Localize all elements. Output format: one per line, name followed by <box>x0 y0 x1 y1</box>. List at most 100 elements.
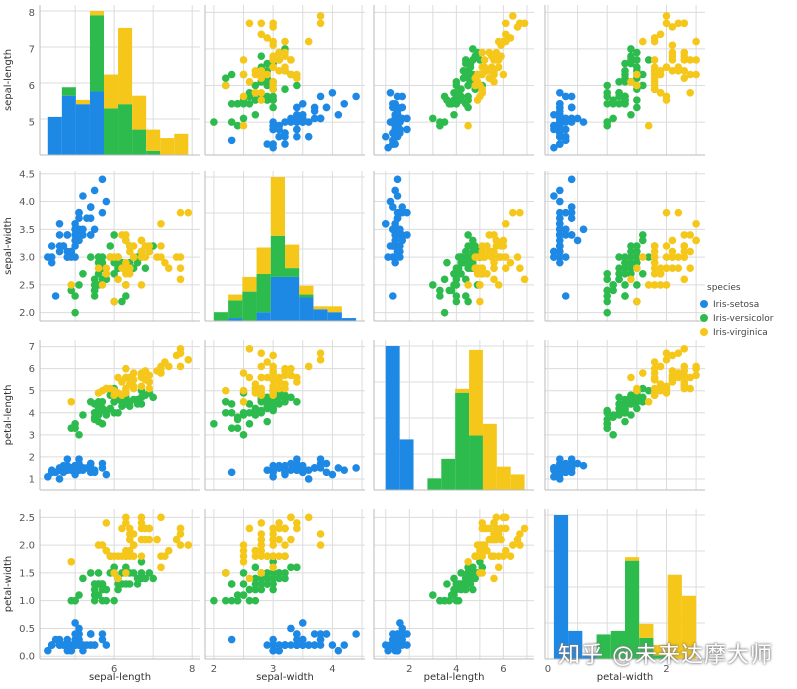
point-iris-virginica <box>492 513 501 522</box>
point-iris-virginica <box>633 297 641 306</box>
point-iris-setosa <box>304 641 313 649</box>
point-iris-virginica <box>275 535 283 544</box>
panel-sepal-length-vs-sepal-length: 5 6 7 8 <box>29 5 200 156</box>
point-iris-versicolor <box>239 408 248 417</box>
point-iris-versicolor <box>615 269 623 278</box>
point-iris-setosa <box>556 107 564 115</box>
point-iris-virginica <box>287 535 295 544</box>
point-iris-versicolor <box>627 110 635 119</box>
point-iris-setosa <box>67 247 76 256</box>
point-iris-setosa <box>352 630 360 638</box>
point-iris-virginica <box>125 552 134 561</box>
point-iris-virginica <box>638 253 647 261</box>
point-iris-setosa <box>561 253 570 261</box>
point-iris-setosa <box>561 125 570 134</box>
point-iris-virginica <box>122 364 130 373</box>
point-iris-versicolor <box>644 56 653 64</box>
point-iris-setosa <box>281 641 289 649</box>
point-iris-virginica <box>656 362 665 371</box>
point-iris-virginica <box>492 56 501 64</box>
y-tick-label: 3.0 <box>19 253 35 264</box>
point-iris-virginica <box>221 81 230 90</box>
point-iris-versicolor <box>454 264 463 273</box>
point-iris-versicolor <box>627 45 635 53</box>
point-iris-setosa <box>71 466 79 474</box>
point-iris-virginica <box>501 253 510 261</box>
point-iris-versicolor <box>129 569 138 577</box>
hist-bar-iris-virginica <box>667 574 682 659</box>
point-iris-setosa <box>55 475 64 483</box>
point-iris-versicolor <box>98 253 107 261</box>
point-iris-versicolor <box>633 96 641 104</box>
hist-bar-iris-virginica <box>75 99 90 105</box>
point-iris-versicolor <box>615 78 623 86</box>
point-iris-virginica <box>316 19 325 28</box>
x-axis-label-sepal-width: sepal-width <box>256 672 314 683</box>
point-iris-virginica <box>520 524 529 533</box>
point-iris-virginica <box>668 253 677 261</box>
point-iris-versicolor <box>227 424 236 433</box>
point-iris-setosa <box>556 258 564 267</box>
point-iris-virginica <box>478 269 487 278</box>
point-iris-virginica <box>269 552 277 561</box>
point-iris-setosa <box>71 253 79 261</box>
point-iris-setosa <box>340 641 349 649</box>
hist-bar-iris-versicolor <box>653 655 668 659</box>
point-iris-virginica <box>650 253 659 261</box>
point-iris-virginica <box>650 37 659 46</box>
point-iris-versicolor <box>466 574 475 583</box>
point-iris-versicolor <box>469 56 477 64</box>
point-iris-setosa <box>90 468 99 477</box>
point-iris-versicolor <box>257 406 266 415</box>
point-iris-virginica <box>269 563 277 572</box>
point-iris-virginica <box>485 74 494 82</box>
point-iris-setosa <box>550 247 558 256</box>
hist-bar-iris-versicolor <box>299 294 314 298</box>
point-iris-virginica <box>184 356 193 364</box>
point-iris-virginica <box>627 275 635 284</box>
hist-bar-iris-virginica <box>242 276 257 292</box>
point-iris-versicolor <box>627 411 635 419</box>
point-iris-versicolor <box>71 596 79 605</box>
point-iris-virginica <box>122 281 130 289</box>
point-iris-versicolor <box>251 81 260 90</box>
point-iris-virginica <box>638 369 647 377</box>
point-iris-versicolor <box>644 253 653 261</box>
point-iris-virginica <box>650 56 659 64</box>
point-iris-virginica <box>662 349 671 358</box>
x-axis-label-sepal-length: sepal-length <box>89 672 151 683</box>
point-iris-setosa <box>393 107 402 115</box>
point-iris-setosa <box>55 247 64 256</box>
hist-bar-iris-virginica <box>327 306 342 313</box>
hist-bar-iris-versicolor <box>118 104 133 155</box>
point-iris-versicolor <box>221 408 230 417</box>
point-iris-setosa <box>71 219 79 228</box>
point-iris-setosa <box>275 121 283 130</box>
hist-bar-iris-virginica <box>469 349 483 436</box>
point-iris-virginica <box>157 242 165 250</box>
point-iris-setosa <box>63 641 72 649</box>
point-iris-virginica <box>176 362 185 371</box>
point-iris-versicolor <box>114 408 122 417</box>
point-iris-setosa <box>298 118 307 126</box>
point-iris-virginica <box>662 382 671 391</box>
point-iris-virginica <box>633 384 641 393</box>
point-iris-setosa <box>102 197 111 206</box>
hist-bar-iris-setosa <box>285 276 300 321</box>
point-iris-versicolor <box>603 99 612 108</box>
x-tick-label: 4 <box>453 664 459 675</box>
point-iris-versicolor <box>98 580 107 588</box>
point-iris-virginica <box>501 19 510 28</box>
point-iris-setosa <box>298 619 307 627</box>
hist-bar-iris-virginica <box>639 623 654 638</box>
point-iris-versicolor <box>269 580 277 588</box>
point-iris-versicolor <box>603 424 612 433</box>
point-iris-virginica <box>176 208 185 217</box>
point-iris-setosa <box>98 208 107 217</box>
point-iris-versicolor <box>633 393 641 402</box>
hist-bar-iris-versicolor <box>213 312 229 321</box>
point-iris-versicolor <box>627 269 635 278</box>
point-iris-setosa <box>304 475 313 483</box>
point-iris-virginica <box>464 281 472 289</box>
point-iris-versicolor <box>275 393 283 402</box>
